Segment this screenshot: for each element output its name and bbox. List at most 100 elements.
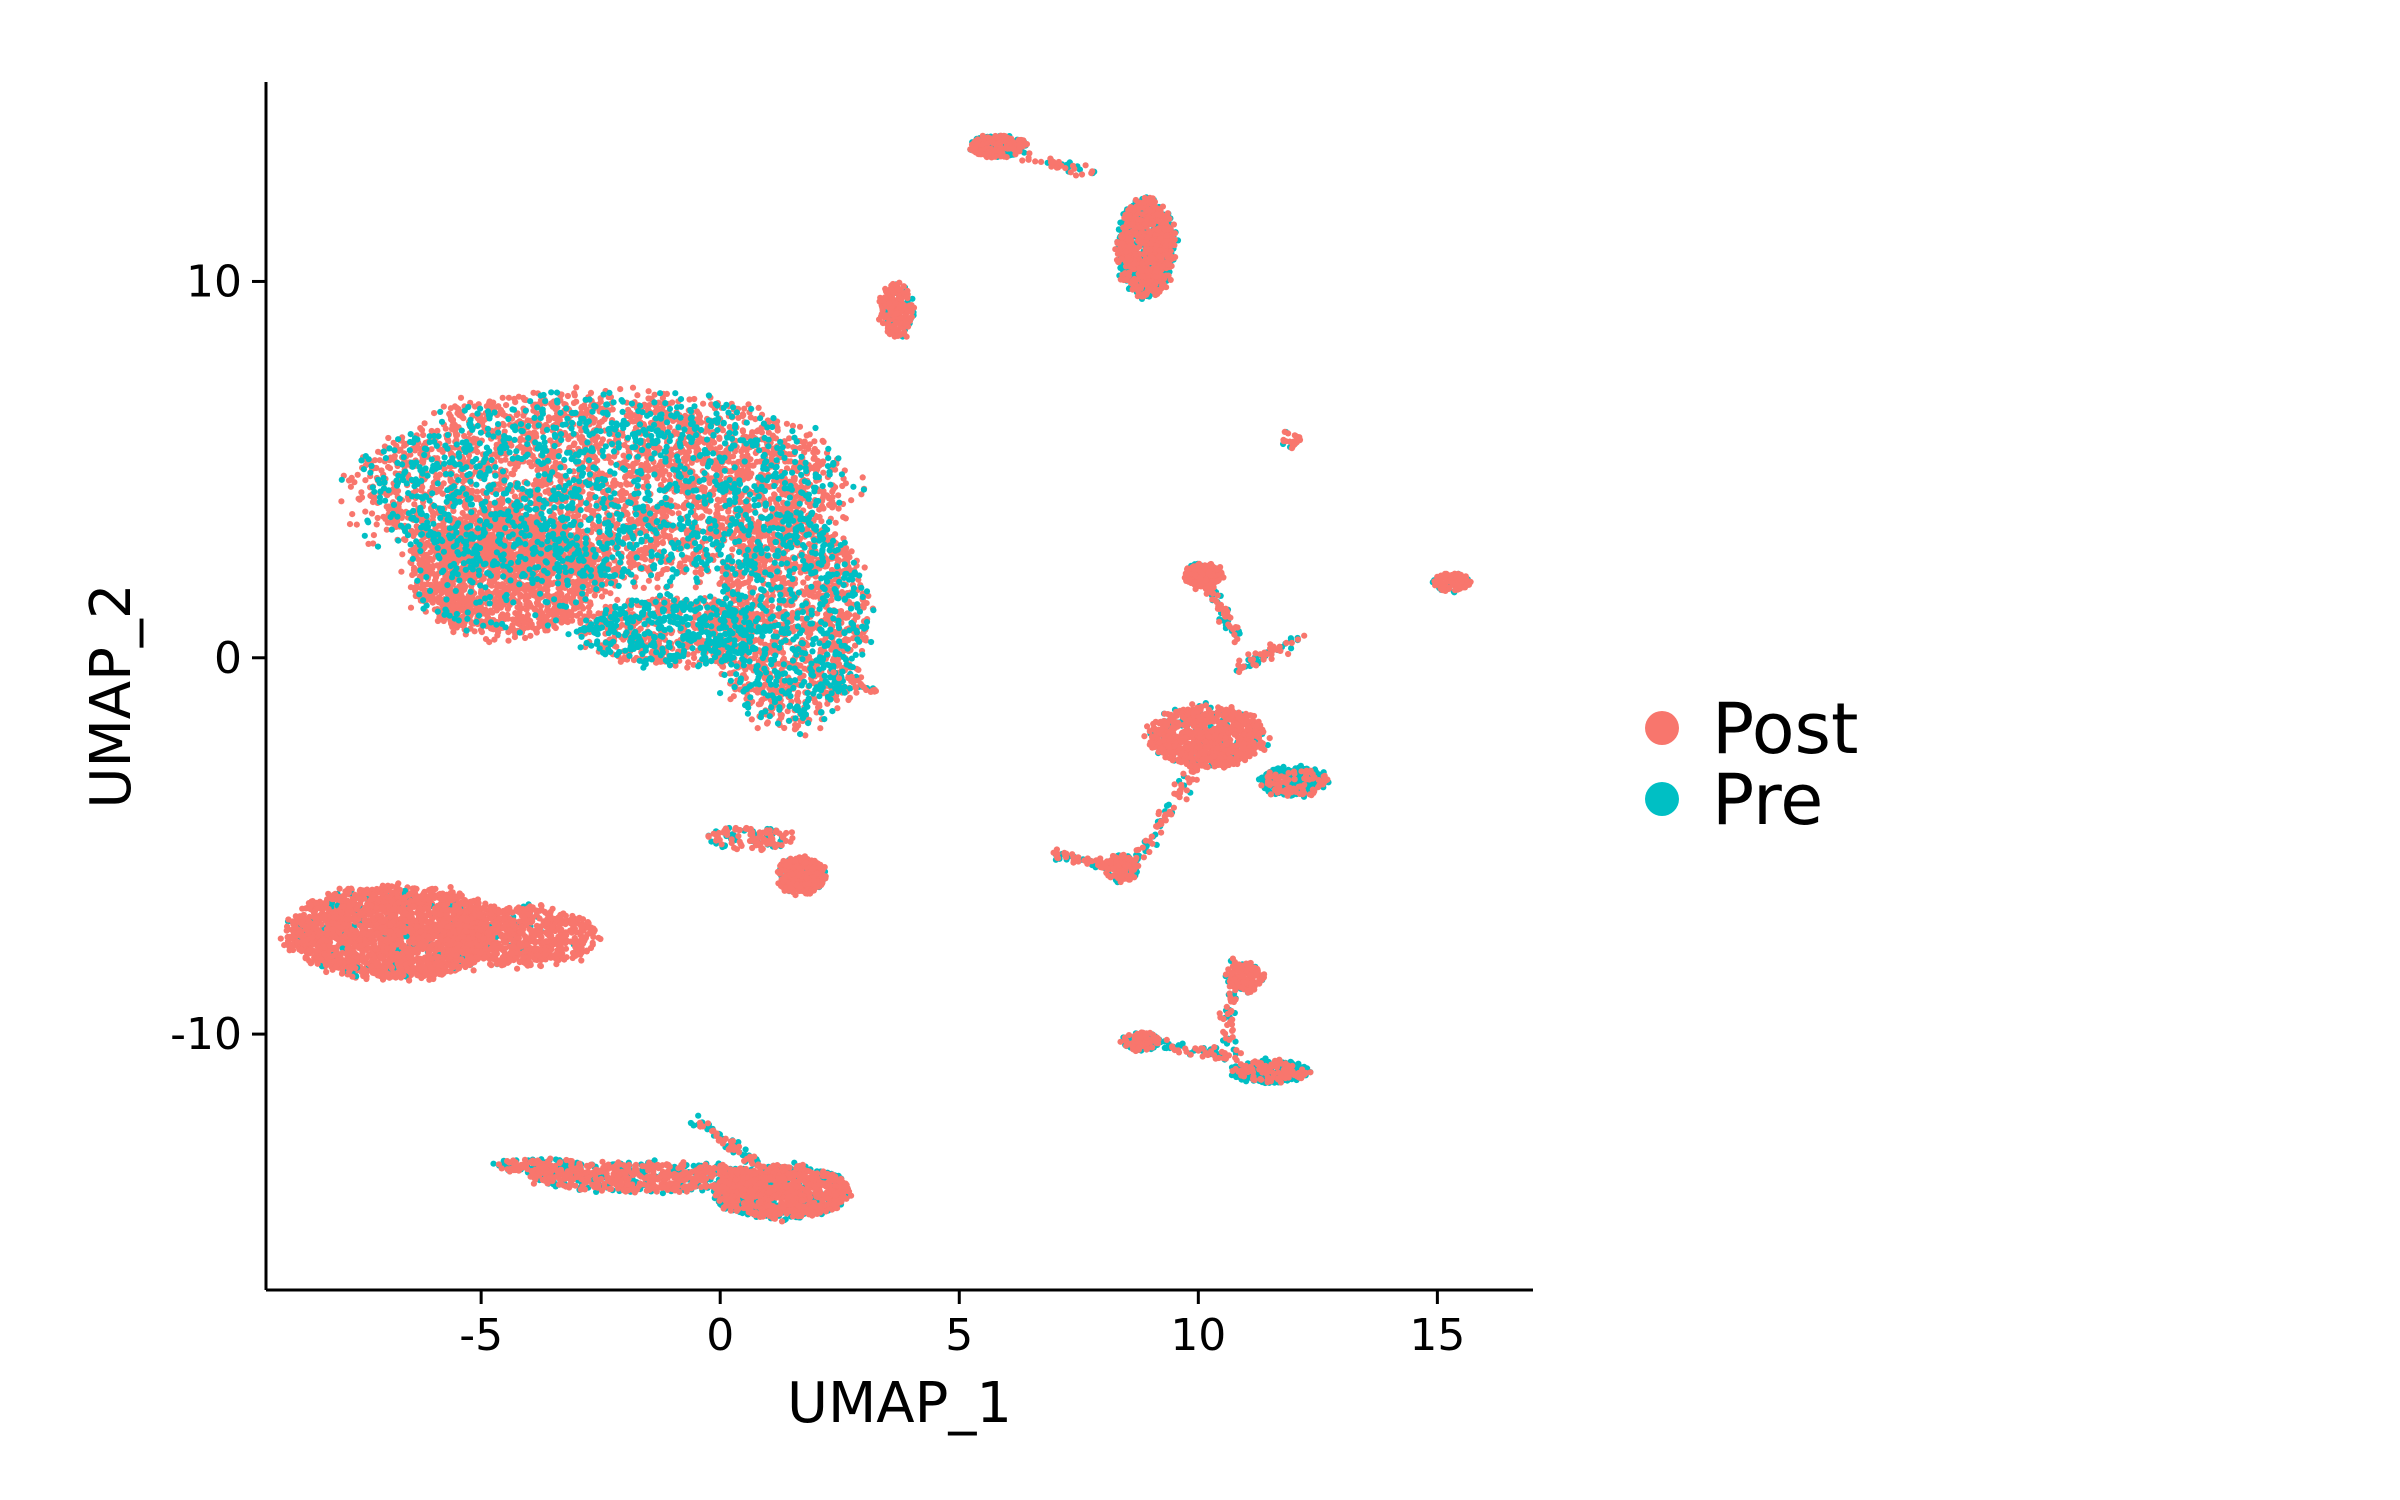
data-point — [859, 474, 866, 481]
data-point — [448, 416, 455, 423]
data-point — [458, 591, 465, 598]
data-point — [386, 465, 394, 472]
data-point — [371, 457, 378, 464]
data-point — [545, 414, 553, 421]
data-point — [568, 609, 575, 616]
data-point — [347, 483, 354, 490]
data-point — [555, 416, 562, 423]
data-point — [811, 445, 818, 453]
data-point — [578, 434, 586, 441]
data-point — [626, 516, 633, 523]
data-point — [494, 603, 501, 610]
data-point — [494, 632, 501, 639]
data-point — [835, 505, 842, 512]
data-point — [447, 405, 454, 412]
data-point — [411, 570, 418, 577]
data-point — [571, 390, 578, 397]
data-point — [528, 621, 535, 628]
data-point — [726, 423, 733, 431]
data-point — [399, 551, 406, 558]
data-point — [735, 414, 742, 421]
data-point — [624, 511, 631, 518]
data-point — [386, 519, 393, 526]
data-point — [700, 400, 707, 407]
data-point — [720, 515, 727, 522]
data-point — [442, 425, 449, 432]
data-point — [829, 504, 836, 511]
data-point — [661, 533, 668, 540]
data-point — [433, 473, 440, 480]
data-point — [617, 386, 624, 393]
data-point — [488, 531, 495, 539]
data-point — [537, 478, 544, 485]
data-point — [802, 732, 809, 739]
data-point — [716, 434, 723, 441]
data-point — [592, 437, 599, 444]
data-point — [832, 519, 839, 526]
data-point — [482, 636, 490, 643]
data-point — [753, 458, 761, 465]
data-point — [485, 550, 492, 557]
data-point — [556, 589, 563, 596]
data-point — [597, 398, 604, 405]
data-point — [420, 431, 427, 439]
data-point — [564, 595, 572, 602]
data-point — [499, 583, 506, 590]
data-point — [835, 492, 842, 499]
data-point — [407, 604, 415, 611]
data-point — [840, 514, 847, 521]
data-point — [613, 480, 620, 487]
data-point — [585, 587, 592, 594]
data-point — [848, 497, 855, 504]
data-point — [534, 467, 541, 474]
data-point — [461, 432, 468, 440]
data-point — [696, 416, 703, 423]
data-point — [391, 452, 398, 459]
data-point — [560, 610, 567, 618]
data-point — [645, 388, 652, 395]
data-point — [374, 514, 381, 522]
data-point — [748, 716, 755, 723]
data-point — [473, 495, 480, 503]
data-point — [755, 404, 762, 411]
data-point — [544, 607, 551, 614]
data-point — [774, 427, 781, 434]
data-point — [800, 439, 807, 446]
data-point — [513, 587, 520, 595]
data-point — [424, 566, 431, 573]
data-point — [661, 476, 668, 484]
data-point — [503, 402, 510, 409]
data-point — [440, 480, 447, 487]
data-point — [519, 614, 527, 621]
data-point — [797, 444, 804, 452]
data-point — [811, 438, 818, 445]
data-point — [645, 577, 653, 584]
data-point — [654, 584, 661, 591]
data-point — [605, 455, 612, 462]
data-point — [449, 602, 456, 610]
data-point — [833, 697, 841, 704]
data-point — [620, 452, 627, 459]
data-point — [348, 474, 355, 481]
data-point — [505, 394, 512, 401]
data-point — [358, 489, 365, 496]
data-point — [706, 479, 713, 487]
data-point — [839, 482, 846, 490]
data-point — [450, 629, 457, 636]
data-point — [521, 593, 528, 600]
data-point — [642, 556, 649, 563]
data-point — [578, 404, 585, 412]
data-point — [692, 584, 699, 591]
data-point — [474, 488, 481, 495]
data-point — [498, 457, 505, 464]
data-point — [496, 592, 503, 600]
data-point — [573, 384, 580, 391]
data-point — [587, 601, 594, 608]
data-point — [739, 427, 747, 434]
data-point — [499, 394, 506, 401]
data-point — [346, 521, 354, 528]
data-point — [487, 538, 494, 545]
data-point — [434, 562, 441, 569]
data-point — [542, 488, 549, 495]
data-point — [651, 464, 659, 471]
